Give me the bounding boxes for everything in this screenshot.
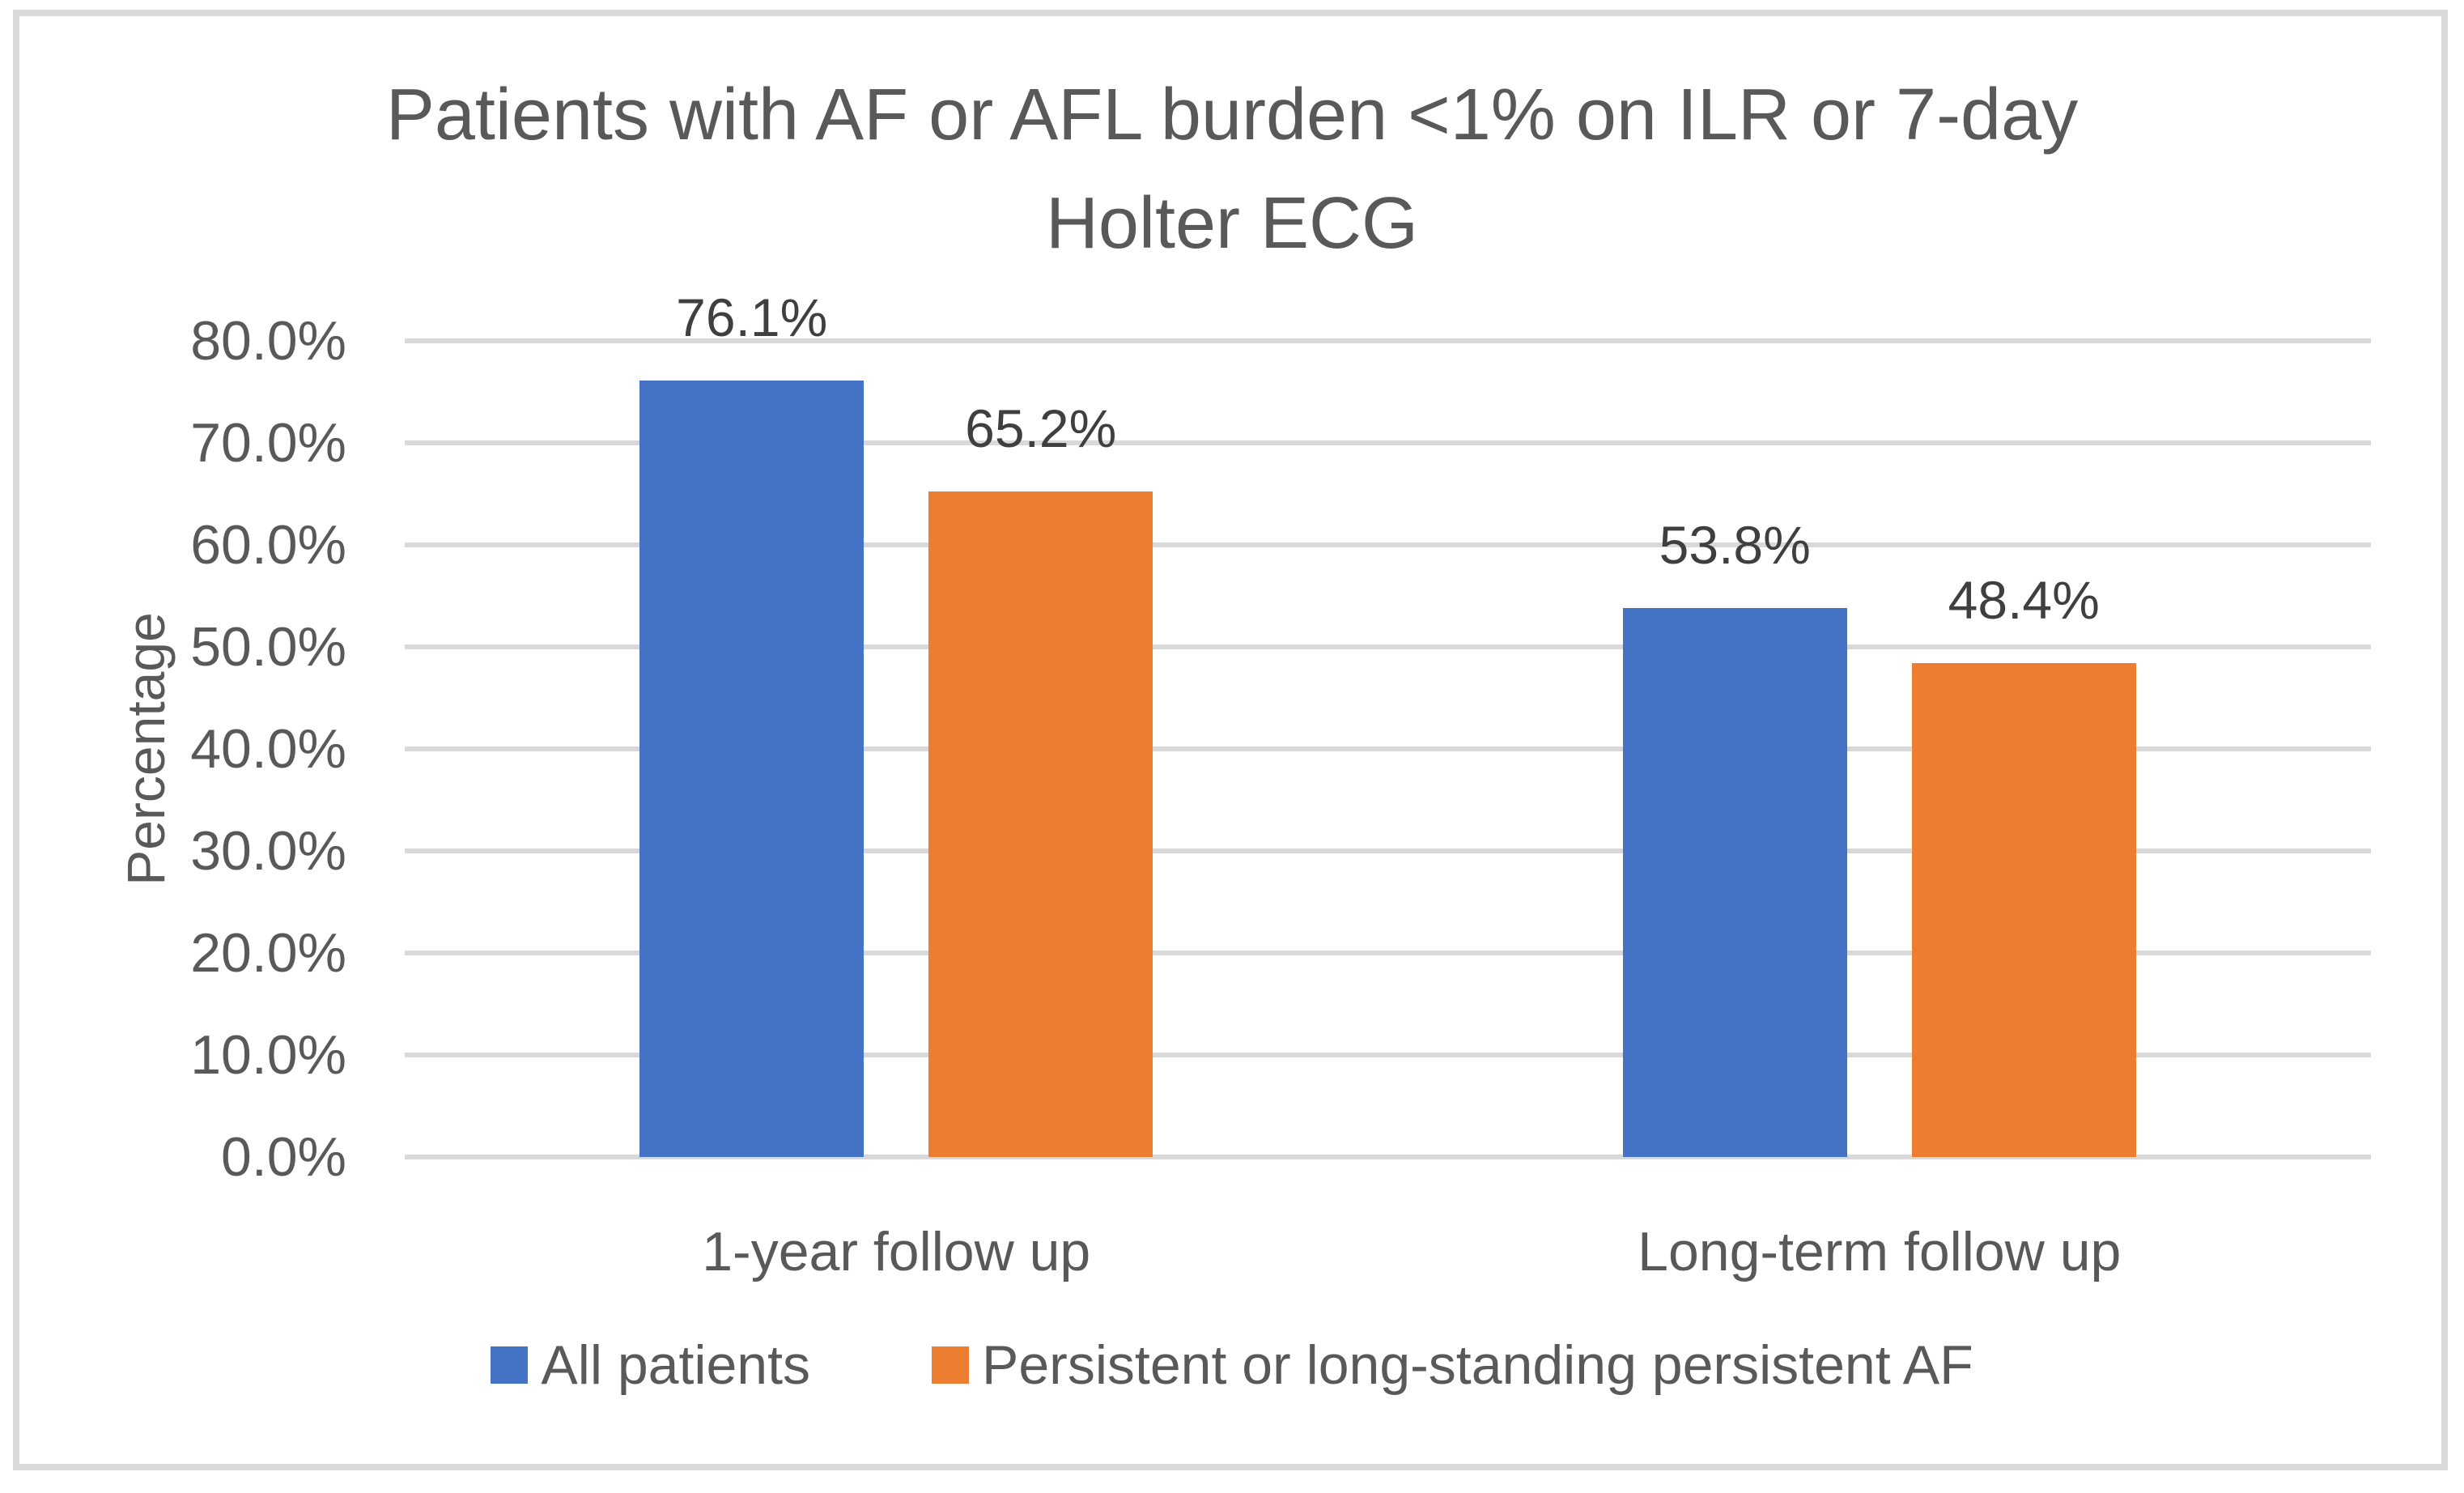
y-axis-tick-label: 50.0% (190, 616, 346, 678)
gridline (405, 1155, 2371, 1159)
legend: All patients Persistent or long-standing … (0, 1338, 2464, 1393)
gridline (405, 849, 2371, 853)
legend-item: All patients (491, 1338, 810, 1393)
data-label: 65.2% (965, 398, 1117, 459)
gridline (405, 440, 2371, 445)
chart-title: Patients with AF or AFL burden <1% on IL… (0, 61, 2464, 278)
bar-persistent-af-cat2 (1911, 663, 2136, 1157)
bar-all-patients-cat2 (1622, 608, 1847, 1157)
y-axis-tick-label: 20.0% (190, 922, 346, 984)
x-axis-category-label: Long-term follow up (1638, 1221, 2122, 1282)
gridline (405, 1053, 2371, 1057)
chart-title-line-1: Patients with AF or AFL burden <1% on IL… (385, 74, 2079, 155)
y-axis-tick-label: 0.0% (221, 1126, 346, 1188)
chart-title-line-2: Holter ECG (1045, 183, 1419, 264)
y-axis-tick-label: 10.0% (190, 1024, 346, 1086)
y-axis-tick-label: 80.0% (190, 310, 346, 372)
y-axis-tick-label: 60.0% (190, 514, 346, 576)
gridline (405, 338, 2371, 343)
gridline (405, 644, 2371, 649)
gridline (405, 951, 2371, 955)
legend-label: All patients (541, 1334, 810, 1396)
data-label: 76.1% (676, 287, 828, 348)
bar-all-patients-cat1 (639, 381, 865, 1157)
data-label: 48.4% (1948, 570, 2100, 631)
x-axis-category-label: 1-year follow up (702, 1221, 1091, 1282)
gridline (405, 746, 2371, 751)
gridline (405, 542, 2371, 547)
y-axis-tick-label: 30.0% (190, 820, 346, 882)
legend-swatch-icon (932, 1346, 969, 1384)
y-axis-tick-label: 40.0% (190, 718, 346, 780)
bar-persistent-af-cat1 (928, 491, 1153, 1157)
legend-label: Persistent or long-standing persistent A… (982, 1334, 1973, 1396)
data-label: 53.8% (1659, 515, 1811, 576)
legend-swatch-icon (491, 1346, 529, 1384)
y-axis-tick-label: 70.0% (190, 412, 346, 474)
chart-area-border (13, 10, 2448, 1470)
legend-item: Persistent or long-standing persistent A… (932, 1338, 1973, 1393)
